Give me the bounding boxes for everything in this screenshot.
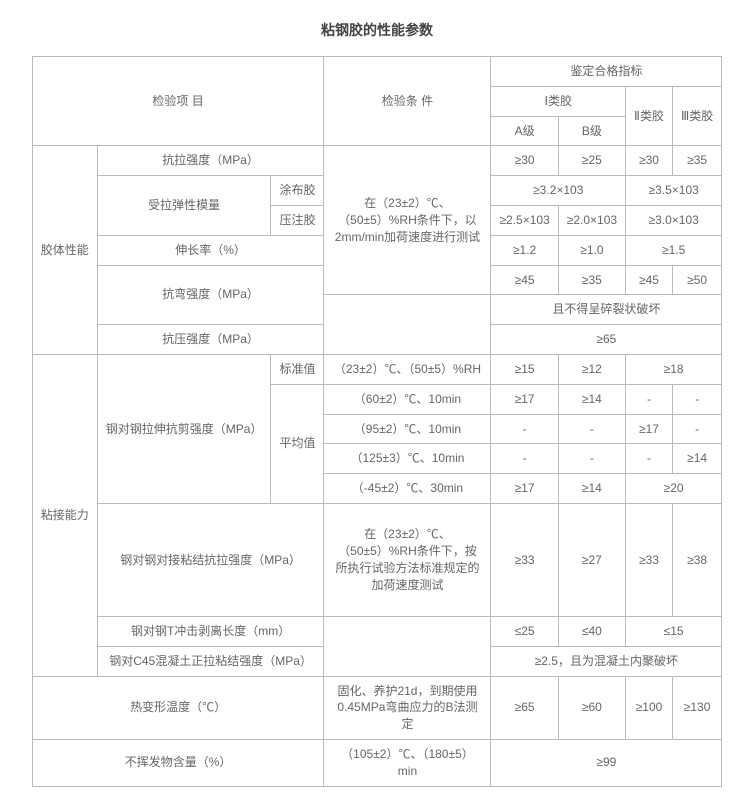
value-cell: ≥1.2 [491,235,558,265]
value-cell: - [626,384,673,414]
value-cell: ≥14 [672,444,721,474]
condition-cell: 在（23±2）℃、（50±5）%RH条件下，以2mm/min加荷速度进行测试 [324,146,491,295]
value-cell: ≥2.5，且为混凝土内聚破坏 [491,646,722,676]
value-cell: ≥18 [626,354,722,384]
value-cell: ≥17 [491,474,558,504]
value-cell: ≥35 [558,265,625,295]
col-gradeB: B级 [558,116,625,146]
item-cell: 抗拉强度（MPa） [97,146,324,176]
spec-table: 检验项 目 检验条 件 鉴定合格指标 Ⅰ类胶 Ⅱ类胶 Ⅲ类胶 A级 B级 胶体性… [32,56,723,787]
value-cell: ≤15 [626,616,722,646]
value-cell: ≥33 [626,503,673,616]
col-inspection-condition: 检验条 件 [324,57,491,146]
value-cell: ≥45 [491,265,558,295]
col-type1: Ⅰ类胶 [491,86,626,116]
value-cell: ≥50 [672,265,721,295]
item-cell: 压注胶 [271,205,324,235]
condition-cell: （95±2）℃、10min [324,414,491,444]
value-cell: ≥45 [626,265,673,295]
value-cell: ≤40 [558,616,625,646]
item-cell: 标准值 [271,354,324,384]
page-title: 粘钢胶的性能参数 [20,20,734,40]
condition-cell: （125±3）℃、10min [324,444,491,474]
value-cell: ≥38 [672,503,721,616]
value-cell: ≥27 [558,503,625,616]
item-cell: 不挥发物含量（%） [32,739,324,786]
value-cell: ≥130 [672,676,721,739]
value-cell: - [672,384,721,414]
item-cell: 抗压强度（MPa） [97,325,324,355]
value-cell: ≥14 [558,474,625,504]
value-cell: - [626,444,673,474]
item-cell: 涂布胶 [271,176,324,206]
condition-cell: 在（23±2）℃、（50±5）%RH条件下，按所执行试验方法标准规定的加荷速度测… [324,503,491,616]
condition-cell: （105±2）℃、（180±5）min [324,739,491,786]
item-cell: 钢对钢拉伸抗剪强度（MPa） [97,354,271,503]
col-type3: Ⅲ类胶 [672,86,721,146]
group-label: 粘接能力 [32,354,97,676]
item-cell: 钢对钢对接粘结抗拉强度（MPa） [97,503,324,616]
value-cell: ≥100 [626,676,673,739]
item-cell: 受拉弹性模量 [97,176,271,236]
value-cell: ≥99 [491,739,722,786]
value-cell: 且不得呈碎裂状破坏 [491,295,722,325]
table-row: 钢对钢T冲击剥离长度（mm） ≤25 ≤40 ≤15 [32,616,722,646]
value-cell: ≥17 [491,384,558,414]
value-cell: ≥15 [491,354,558,384]
value-cell: - [558,414,625,444]
value-cell: ≤25 [491,616,558,646]
condition-cell: 固化、养护21d，到期使用0.45MPa弯曲应力的B法测定 [324,676,491,739]
table-row: 热变形温度（℃） 固化、养护21d，到期使用0.45MPa弯曲应力的B法测定 ≥… [32,676,722,739]
table-row: 胶体性能 抗拉强度（MPa） 在（23±2）℃、（50±5）%RH条件下，以2m… [32,146,722,176]
value-cell: ≥20 [626,474,722,504]
item-cell: 伸长率（%） [97,235,324,265]
value-cell: ≥30 [491,146,558,176]
value-cell: - [558,444,625,474]
value-cell: ≥60 [558,676,625,739]
value-cell: ≥1.0 [558,235,625,265]
value-cell: ≥2.5×103 [491,205,558,235]
condition-cell: （23±2）℃、（50±5）%RH [324,354,491,384]
value-cell: ≥3.0×103 [626,205,722,235]
value-cell: - [672,414,721,444]
value-cell: ≥65 [491,325,722,355]
header-row-1: 检验项 目 检验条 件 鉴定合格指标 [32,57,722,87]
condition-cell [324,295,491,355]
value-cell: - [491,444,558,474]
table-row: 钢对钢对接粘结抗拉强度（MPa） 在（23±2）℃、（50±5）%RH条件下，按… [32,503,722,616]
value-cell: ≥35 [672,146,721,176]
table-row: 粘接能力 钢对钢拉伸抗剪强度（MPa） 标准值 （23±2）℃、（50±5）%R… [32,354,722,384]
value-cell: ≥25 [558,146,625,176]
value-cell: ≥12 [558,354,625,384]
condition-cell: （-45±2）℃、30min [324,474,491,504]
col-qualified-index: 鉴定合格指标 [491,57,722,87]
value-cell: ≥2.0×103 [558,205,625,235]
item-cell: 热变形温度（℃） [32,676,324,739]
value-cell: ≥3.2×103 [491,176,626,206]
item-cell: 平均值 [271,384,324,503]
value-cell: ≥30 [626,146,673,176]
col-type2: Ⅱ类胶 [626,86,673,146]
condition-cell: （60±2）℃、10min [324,384,491,414]
value-cell: ≥3.5×103 [626,176,722,206]
value-cell: ≥65 [491,676,558,739]
value-cell: ≥17 [626,414,673,444]
item-cell: 钢对钢T冲击剥离长度（mm） [97,616,324,646]
table-row: 不挥发物含量（%） （105±2）℃、（180±5）min ≥99 [32,739,722,786]
value-cell: - [491,414,558,444]
col-inspection-item: 检验项 目 [32,57,324,146]
condition-cell [324,616,491,676]
value-cell: ≥33 [491,503,558,616]
value-cell: ≥1.5 [626,235,722,265]
item-cell: 抗弯强度（MPa） [97,265,324,325]
col-gradeA: A级 [491,116,558,146]
group-label: 胶体性能 [32,146,97,355]
value-cell: ≥14 [558,384,625,414]
item-cell: 钢对C45混凝土正拉粘结强度（MPa） [97,646,324,676]
